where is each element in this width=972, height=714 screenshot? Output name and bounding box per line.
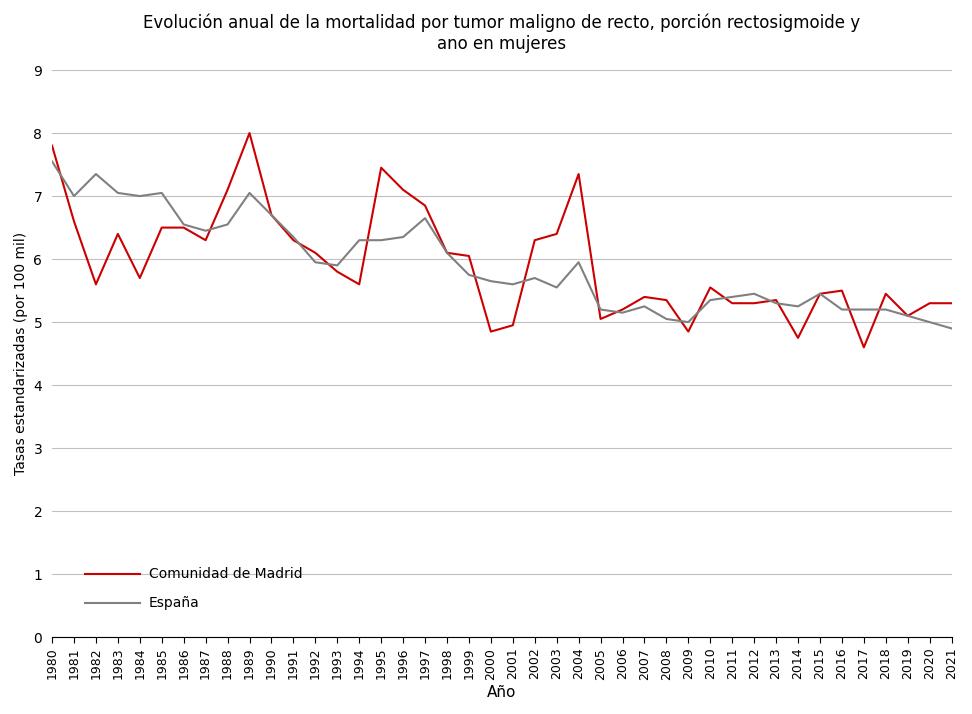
España [529, 273, 540, 282]
Comunidad de Madrid [616, 306, 628, 314]
España [815, 289, 826, 298]
España [902, 311, 914, 320]
Comunidad de Madrid [288, 236, 299, 244]
España [616, 308, 628, 317]
Comunidad de Madrid [47, 141, 58, 150]
Comunidad de Madrid [441, 248, 453, 257]
Title: Evolución anual de la mortalidad por tumor maligno de recto, porción rectosigmoi: Evolución anual de la mortalidad por tum… [143, 14, 860, 53]
Comunidad de Madrid [836, 286, 848, 295]
España [90, 170, 102, 178]
España [573, 258, 584, 266]
España [398, 233, 409, 241]
España [507, 280, 519, 288]
Comunidad de Madrid [463, 251, 474, 260]
España [265, 211, 277, 219]
Comunidad de Madrid [595, 315, 607, 323]
Comunidad de Madrid [419, 201, 431, 210]
Comunidad de Madrid [661, 296, 673, 304]
España [375, 236, 387, 244]
España [463, 271, 474, 279]
Comunidad de Madrid [222, 186, 233, 194]
España [309, 258, 321, 266]
Line: España: España [52, 161, 952, 328]
Comunidad de Madrid [398, 186, 409, 194]
España [244, 188, 256, 197]
Comunidad de Madrid [309, 248, 321, 257]
España [923, 318, 935, 326]
Comunidad de Madrid [200, 236, 212, 244]
España [595, 306, 607, 314]
España [748, 289, 760, 298]
Comunidad de Madrid [815, 289, 826, 298]
Comunidad de Madrid [68, 217, 80, 226]
Comunidad de Madrid [551, 230, 563, 238]
España [726, 293, 738, 301]
Comunidad de Madrid [134, 273, 146, 282]
España [770, 299, 781, 308]
España [178, 220, 190, 228]
Comunidad de Madrid [90, 280, 102, 288]
España [200, 226, 212, 235]
Line: Comunidad de Madrid: Comunidad de Madrid [52, 133, 952, 347]
España [639, 302, 650, 311]
España [68, 192, 80, 201]
España [880, 306, 891, 314]
España [112, 188, 123, 197]
Comunidad de Madrid [331, 268, 343, 276]
España [705, 296, 716, 304]
España [354, 236, 365, 244]
Comunidad de Madrid [748, 299, 760, 308]
Comunidad de Madrid [244, 129, 256, 137]
Comunidad de Madrid [265, 211, 277, 219]
España [134, 192, 146, 201]
Comunidad de Madrid [573, 170, 584, 178]
España [858, 306, 870, 314]
Comunidad de Madrid [726, 299, 738, 308]
Comunidad de Madrid [682, 327, 694, 336]
Y-axis label: Tasas estandarizadas (por 100 mil): Tasas estandarizadas (por 100 mil) [14, 232, 28, 476]
Comunidad de Madrid [858, 343, 870, 351]
Text: España: España [149, 595, 199, 610]
Comunidad de Madrid [902, 311, 914, 320]
Comunidad de Madrid [880, 289, 891, 298]
Comunidad de Madrid [946, 299, 957, 308]
Comunidad de Madrid [112, 230, 123, 238]
España [946, 324, 957, 333]
España [331, 261, 343, 270]
X-axis label: Año: Año [487, 685, 516, 700]
España [836, 306, 848, 314]
España [551, 283, 563, 292]
Comunidad de Madrid [375, 164, 387, 172]
Comunidad de Madrid [354, 280, 365, 288]
España [661, 315, 673, 323]
España [485, 277, 497, 286]
Comunidad de Madrid [770, 296, 781, 304]
España [288, 233, 299, 241]
España [792, 302, 804, 311]
Comunidad de Madrid [792, 333, 804, 342]
Text: Comunidad de Madrid: Comunidad de Madrid [149, 567, 302, 581]
España [419, 214, 431, 223]
Comunidad de Madrid [923, 299, 935, 308]
Comunidad de Madrid [705, 283, 716, 292]
Comunidad de Madrid [156, 223, 167, 232]
Comunidad de Madrid [178, 223, 190, 232]
España [222, 220, 233, 228]
España [156, 188, 167, 197]
España [47, 157, 58, 166]
Comunidad de Madrid [507, 321, 519, 330]
Comunidad de Madrid [639, 293, 650, 301]
Comunidad de Madrid [529, 236, 540, 244]
España [441, 248, 453, 257]
España [682, 318, 694, 326]
Comunidad de Madrid [485, 327, 497, 336]
